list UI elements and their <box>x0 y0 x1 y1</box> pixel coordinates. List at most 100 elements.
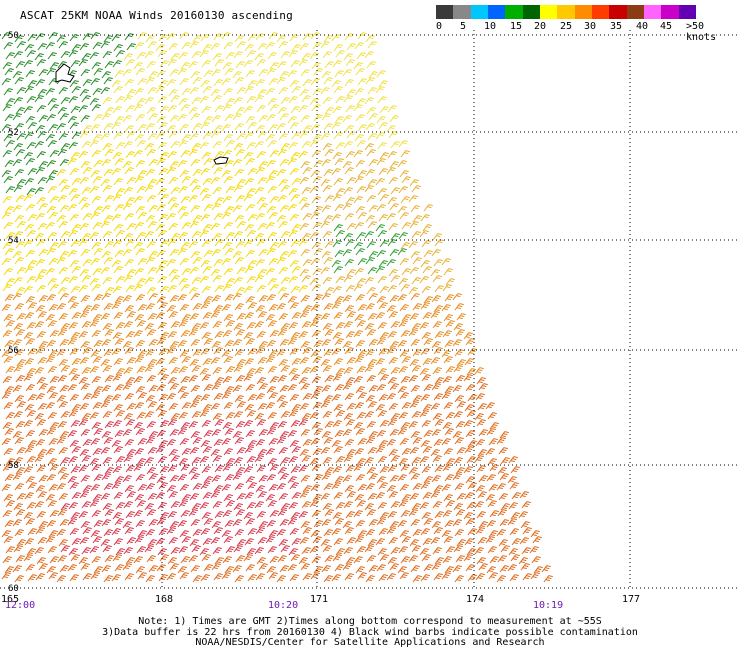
wind-barb <box>23 554 33 562</box>
wind-barb <box>234 575 244 583</box>
wind-barb <box>302 439 312 447</box>
wind-barb <box>399 170 409 178</box>
wind-barb <box>2 62 12 70</box>
wind-barb <box>177 566 187 574</box>
wind-barb <box>254 413 264 421</box>
wind-barb <box>202 224 212 232</box>
wind-barb <box>178 320 188 328</box>
wind-barb <box>323 349 333 357</box>
wind-barb <box>355 566 365 574</box>
wind-barb <box>379 106 389 114</box>
wind-barb <box>245 204 255 212</box>
wind-barb <box>356 546 366 554</box>
wind-barb <box>111 80 121 88</box>
wind-barb <box>257 491 267 499</box>
wind-barb <box>14 77 24 85</box>
wind-barb <box>58 447 68 455</box>
wind-barb <box>91 104 101 112</box>
wind-barb <box>321 385 331 393</box>
wind-barb <box>302 485 312 493</box>
wind-barb <box>145 35 155 43</box>
wind-barb <box>301 187 311 195</box>
wind-barb <box>256 377 266 385</box>
wind-barb <box>243 554 253 562</box>
wind-barb <box>375 132 385 140</box>
wind-barb <box>56 483 66 491</box>
wind-barb <box>301 413 311 421</box>
wind-barb <box>69 348 79 356</box>
wind-barb <box>376 476 386 484</box>
wind-barb <box>456 447 466 455</box>
wind-barb <box>344 485 354 493</box>
wind-barb <box>222 242 232 250</box>
wind-barb <box>355 520 365 528</box>
wind-barb <box>92 402 102 410</box>
wind-barb <box>454 483 464 491</box>
wind-barb <box>12 159 22 167</box>
wind-barb <box>236 179 246 187</box>
wind-barb <box>37 131 47 139</box>
wind-barb <box>146 195 156 203</box>
wind-barb <box>233 457 243 465</box>
wind-barb <box>508 548 518 556</box>
wind-barb <box>35 305 45 313</box>
wind-barb <box>452 519 462 527</box>
wind-barb <box>202 178 212 186</box>
wind-barb <box>322 185 332 193</box>
wind-barb <box>168 311 178 319</box>
wind-barb <box>180 196 190 204</box>
wind-barb <box>267 500 277 508</box>
wind-barb <box>290 286 300 294</box>
wind-barb <box>112 194 122 202</box>
map-title: ASCAT 25KM NOAA Winds 20160130 ascending <box>20 9 293 22</box>
wind-barb <box>91 330 101 338</box>
wind-barb <box>157 456 167 464</box>
wind-barb <box>155 492 165 500</box>
wind-barb <box>89 186 99 194</box>
wind-barb <box>2 556 12 564</box>
wind-barb <box>112 152 122 160</box>
wind-barb <box>464 404 474 412</box>
wind-barb <box>302 305 312 313</box>
wind-barb <box>180 464 190 472</box>
wind-barb <box>335 50 345 58</box>
wind-barb <box>412 395 422 403</box>
wind-barb <box>188 287 198 295</box>
wind-barb <box>79 223 89 231</box>
wind-barb <box>90 484 100 492</box>
wind-barb <box>419 548 429 556</box>
wind-barb <box>244 132 254 140</box>
wind-barb <box>222 510 232 518</box>
wind-barb <box>158 482 168 490</box>
wind-barb <box>368 565 378 573</box>
wind-barb <box>212 455 222 463</box>
wind-barb <box>100 313 110 321</box>
wind-barb <box>78 557 88 565</box>
wind-barb <box>4 68 14 76</box>
wind-barb <box>147 41 157 49</box>
wind-barb <box>114 296 124 304</box>
wind-barb <box>376 116 386 124</box>
wind-barb <box>331 574 341 582</box>
wind-barb <box>92 222 102 230</box>
wind-barb <box>357 258 367 266</box>
wind-barb <box>113 404 123 412</box>
wind-barb <box>445 278 455 286</box>
wind-barb <box>254 321 264 329</box>
wind-barb <box>386 439 396 447</box>
wind-barb <box>476 377 486 385</box>
wind-barb <box>148 431 158 439</box>
wind-barb <box>157 142 167 150</box>
wind-barb <box>211 383 221 391</box>
wind-barb <box>474 547 484 555</box>
wind-barb <box>14 395 24 403</box>
wind-barb <box>245 518 255 526</box>
wind-barb <box>344 167 354 175</box>
wind-barb <box>397 206 407 214</box>
wind-barb <box>203 518 213 526</box>
wind-barb <box>57 107 67 115</box>
wind-barb <box>377 368 387 376</box>
wind-barb <box>16 221 26 229</box>
wind-barb <box>401 268 411 276</box>
wind-barb <box>377 188 387 196</box>
